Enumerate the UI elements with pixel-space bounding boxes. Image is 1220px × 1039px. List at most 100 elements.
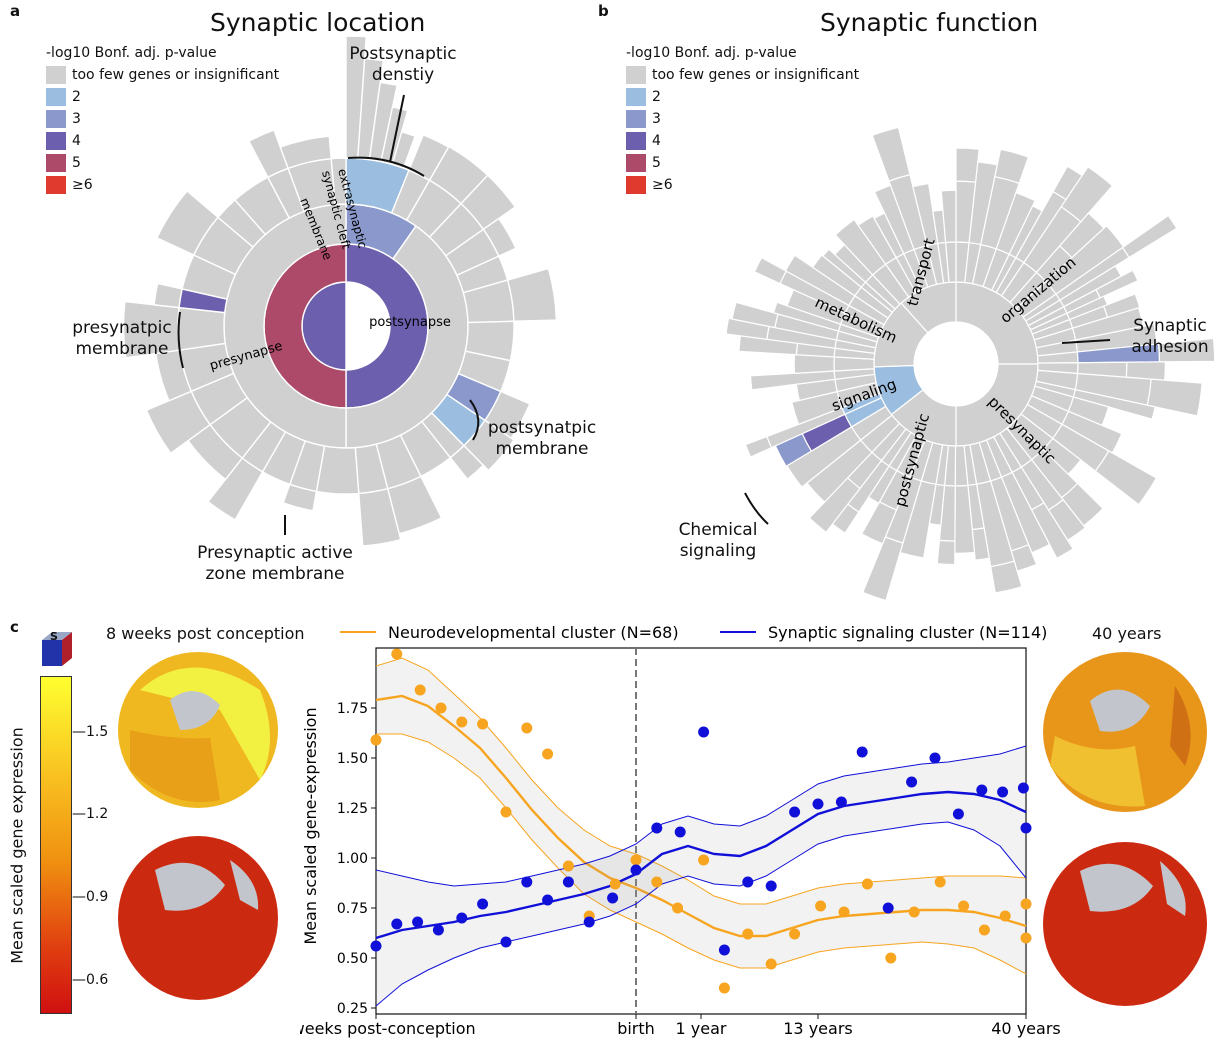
panel-c-letter: c	[10, 618, 19, 636]
fit-line	[375, 790, 1027, 940]
data-point	[934, 876, 946, 888]
ring4-segment	[744, 435, 773, 458]
data-point	[609, 878, 621, 890]
data-point	[815, 900, 827, 912]
data-point	[765, 958, 777, 970]
annotation-chemical: Chemical signaling	[678, 520, 758, 561]
sunburst-function: transport organization metabolism signal…	[725, 126, 1216, 600]
data-point	[742, 928, 754, 940]
data-point	[838, 906, 850, 918]
data-point	[929, 752, 941, 764]
ring3-segment	[330, 157, 347, 206]
brain-images-right	[1043, 652, 1207, 1006]
data-point	[882, 902, 894, 914]
data-point	[908, 906, 920, 918]
chart-legend: Neurodevelopmental cluster (N=68) Synapt…	[340, 623, 1047, 642]
data-point	[562, 860, 574, 872]
sunburst-location: postsynapse presynapse extrasynaptic syn…	[122, 35, 558, 547]
panel-a-letter: a	[10, 2, 21, 20]
data-point	[1020, 932, 1032, 944]
data-point	[651, 876, 663, 888]
data-point	[456, 716, 468, 728]
label-postsynapse: postsynapse	[369, 315, 451, 330]
data-point	[765, 880, 777, 892]
legend-item: 2	[46, 86, 279, 108]
colorbar-tick: —1.5	[72, 724, 109, 740]
legend-item: too few genes or insignificant	[46, 64, 279, 86]
data-point	[607, 892, 619, 904]
data-point	[674, 826, 686, 838]
data-point	[698, 726, 710, 738]
panel-b-title: Synaptic function	[820, 8, 1039, 37]
data-point	[812, 798, 824, 810]
data-point	[477, 718, 489, 730]
ring4-segment	[861, 536, 904, 600]
legend-item: 5	[46, 152, 279, 174]
legend-item: 3	[626, 108, 859, 130]
data-point	[456, 912, 468, 924]
data-point	[742, 876, 754, 888]
x-tick-label: 1 year	[676, 1019, 727, 1038]
data-point	[435, 702, 447, 714]
x-tick-label: 8 weeks post-conception	[300, 1019, 476, 1038]
x-tick-label: 40 years	[991, 1019, 1060, 1038]
legend-item: 4	[626, 130, 859, 152]
panel-a-title: Synaptic location	[210, 8, 426, 37]
legend-item: 5	[626, 152, 859, 174]
data-point	[391, 918, 403, 930]
data-point	[997, 786, 1009, 798]
ring4-segment	[506, 267, 558, 322]
legend-series-1: Synaptic signaling cluster (N=114)	[768, 623, 1047, 642]
legend-item: ≥6	[626, 174, 859, 196]
data-point	[1020, 822, 1032, 834]
data-point	[500, 806, 512, 818]
ring4-segment	[1146, 378, 1203, 417]
x-tick-label: birth	[617, 1019, 655, 1038]
annotation-postsyn-membrane: postsynatpic membrane	[487, 418, 597, 459]
confidence-band	[376, 746, 1026, 1006]
colorbar-tick: —1.2	[72, 806, 109, 822]
legend-a: -log10 Bonf. adj. p-value too few genes …	[46, 42, 279, 196]
data-point	[958, 900, 970, 912]
data-point	[698, 854, 710, 866]
colorbar	[40, 676, 72, 1014]
data-point	[789, 928, 801, 940]
data-point	[856, 746, 868, 758]
legend-item: 2	[626, 86, 859, 108]
data-point	[978, 924, 990, 936]
annotation-presyn-membrane: presynatpic membrane	[72, 318, 172, 359]
y-tick-label: 1.50	[337, 751, 368, 767]
colorbar-tick: —0.9	[72, 889, 109, 905]
data-point	[718, 982, 730, 994]
band-lower	[375, 821, 1027, 1007]
data-point	[432, 924, 444, 936]
y-axis-label: Mean scaled gene-expression	[301, 707, 320, 944]
orientation-cube-icon: S	[38, 628, 72, 668]
ring4-psd-segment	[391, 130, 416, 170]
data-point	[542, 894, 554, 906]
legend-title: -log10 Bonf. adj. p-value	[46, 45, 217, 61]
ring4-segment	[936, 539, 956, 566]
data-point	[414, 684, 426, 696]
data-point	[906, 776, 918, 788]
y-tick-label: 0.50	[337, 951, 368, 967]
legend-item: too few genes or insignificant	[626, 64, 859, 86]
ring4-segment	[153, 282, 183, 309]
data-point	[835, 796, 847, 808]
data-point	[370, 940, 382, 952]
data-point	[521, 876, 533, 888]
ring4-segment	[1121, 214, 1178, 259]
panel-b-letter: b	[598, 2, 609, 20]
legend-item: 4	[46, 130, 279, 152]
ring4-segment	[994, 148, 1030, 185]
data-point	[789, 806, 801, 818]
y-tick-label: 0.75	[337, 901, 368, 917]
data-point	[391, 648, 403, 660]
data-point	[952, 808, 964, 820]
y-tick-label: 1.75	[337, 701, 368, 717]
data-point	[651, 822, 663, 834]
colorbar-tick: —0.6	[72, 972, 109, 988]
expression-chart: Neurodevelopmental cluster (N=68) Synapt…	[300, 623, 1060, 1038]
data-point	[1020, 898, 1032, 910]
y-tick-label: 1.00	[337, 851, 368, 867]
